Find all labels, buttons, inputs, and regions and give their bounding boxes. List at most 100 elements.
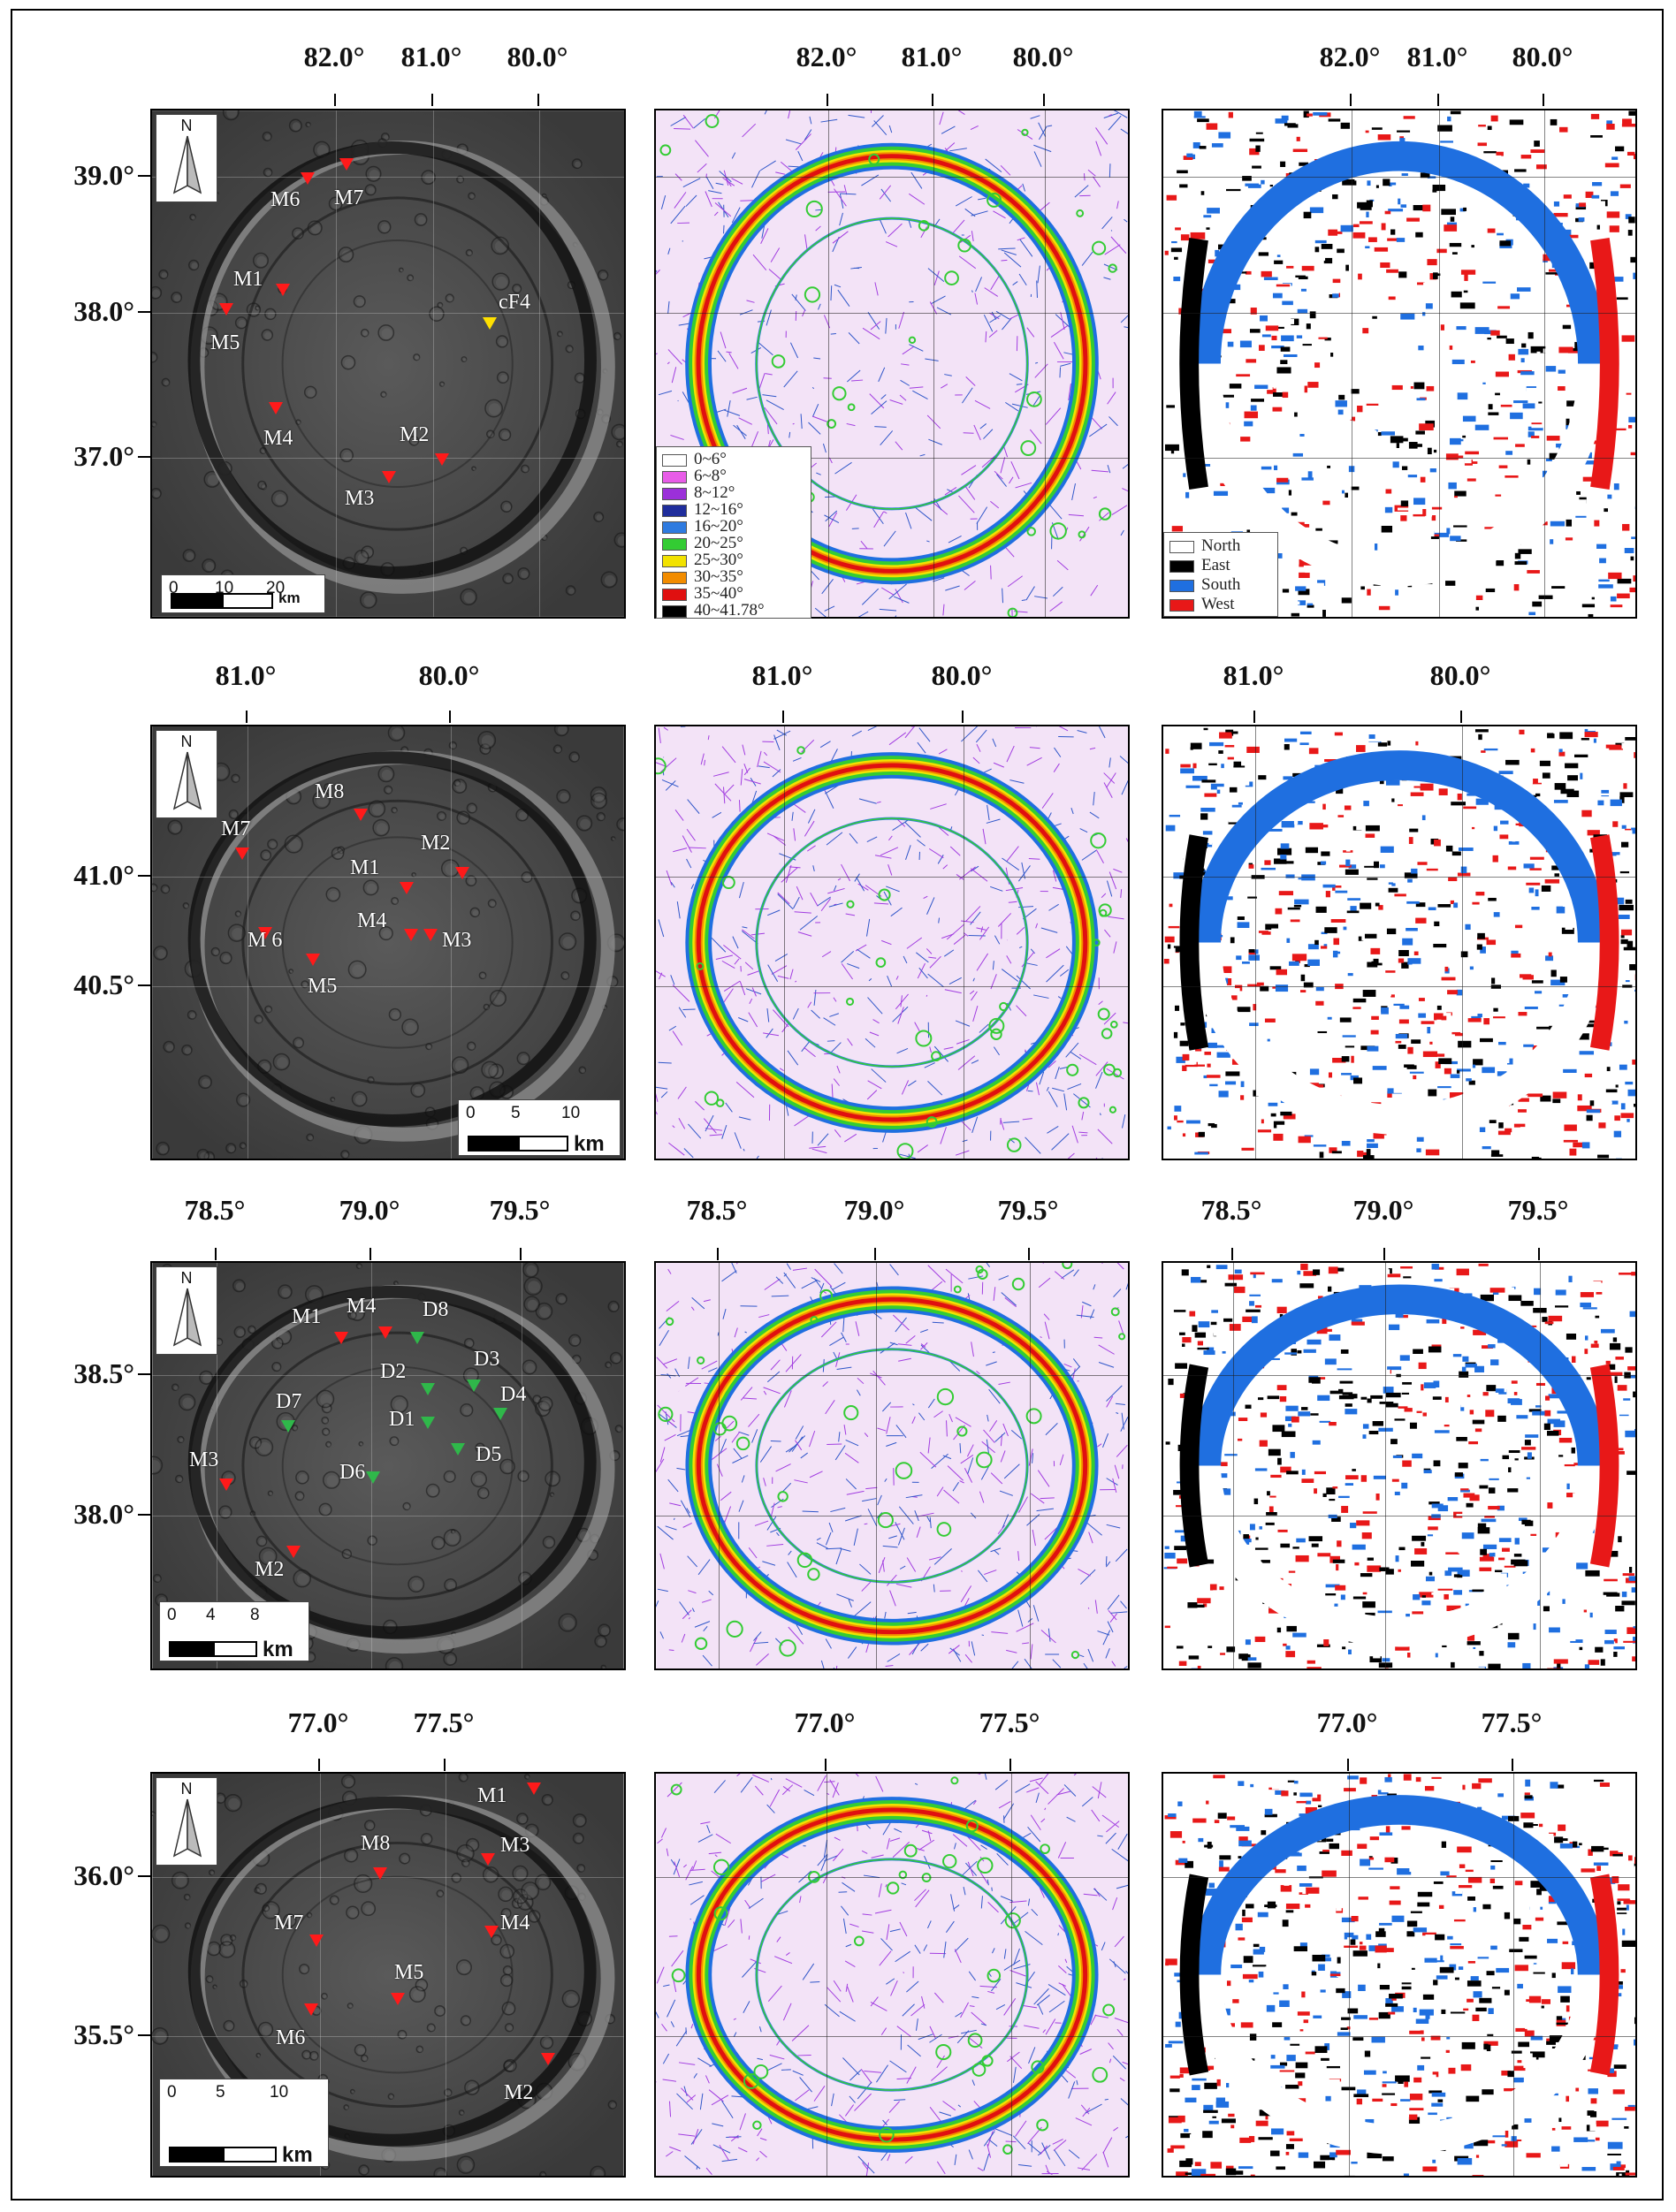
marker-label: D4 — [500, 1383, 527, 1406]
slope-legend: 0~6° 6~8° 8~12° 12~16° 16~20° 20~25° 25~30° 30~… — [656, 446, 811, 620]
longitude-tick — [1253, 711, 1255, 723]
marker-triangle-icon — [410, 1332, 424, 1344]
marker-label: M7 — [334, 186, 364, 209]
aspect-panel-3 — [1162, 1261, 1637, 1670]
marker-label: M8 — [361, 1832, 391, 1855]
slope-swatch — [662, 504, 687, 517]
longitude-tick — [932, 94, 933, 106]
longitude-label: 79.5° — [1507, 1194, 1569, 1226]
grid-line-lon — [433, 110, 434, 617]
slope-legend-item: 40~41.78° — [662, 601, 765, 620]
longitude-label: 81.0° — [1406, 41, 1468, 72]
marker-label: M4 — [500, 1912, 530, 1935]
aspect-map — [1163, 1774, 1635, 2176]
marker-label: M5 — [210, 331, 240, 354]
slope-legend-item: 12~16° — [662, 500, 743, 519]
marker-triangle-icon — [366, 1471, 380, 1484]
aspect-legend-item: South — [1169, 575, 1240, 594]
latitude-label: 38.0° — [73, 295, 134, 327]
longitude-label: 78.5° — [1200, 1194, 1262, 1226]
scale-tick-label: 10 — [561, 1104, 581, 1122]
grid-line-lat — [656, 1877, 1128, 1878]
grid-line-lon — [1540, 1263, 1541, 1669]
latitude-tick — [138, 1514, 150, 1516]
slope-swatch — [662, 453, 687, 467]
marker-label: M4 — [357, 909, 387, 932]
longitude-tick — [1538, 1248, 1540, 1260]
marker-triangle-icon — [423, 929, 438, 941]
scale-tick-label: 0 — [167, 2083, 177, 2102]
grid-line-lat — [152, 986, 624, 987]
grid-line-lat — [1163, 313, 1635, 314]
marker-triangle-icon — [281, 1420, 295, 1433]
marker-triangle-icon — [467, 1380, 481, 1392]
longitude-label: 79.5° — [997, 1194, 1059, 1226]
slope-legend-label: 30~35° — [694, 567, 743, 586]
marker-label: D2 — [380, 1360, 407, 1383]
slope-map — [656, 726, 1128, 1159]
aspect-panel-4 — [1162, 1772, 1637, 2178]
latitude-label: 40.5° — [73, 969, 134, 1000]
marker-triangle-icon — [382, 471, 396, 483]
latitude-tick — [138, 175, 150, 177]
marker-triangle-icon — [451, 1443, 465, 1456]
marker-triangle-icon — [400, 882, 414, 894]
slope-map — [656, 1263, 1128, 1669]
marker-triangle-icon — [541, 2053, 555, 2065]
slope-legend-label: 20~25° — [694, 534, 743, 552]
marker-label: M3 — [442, 929, 472, 952]
longitude-tick — [1460, 711, 1462, 723]
grid-line-lat — [656, 313, 1128, 314]
aspect-panel-2 — [1162, 725, 1637, 1160]
longitude-label: 82.0° — [796, 41, 857, 72]
longitude-tick — [1543, 94, 1544, 106]
grid-line-lat — [656, 877, 1128, 878]
marker-label: M1 — [292, 1305, 322, 1328]
scale-tick-label: 20 — [266, 579, 286, 597]
scale-unit: km — [278, 589, 301, 606]
grid-line-lat — [1163, 2036, 1635, 2037]
aspect-legend-item: East — [1169, 556, 1230, 574]
slope-legend-label: 40~41.78° — [694, 601, 765, 620]
slope-panel-4 — [654, 1772, 1130, 2178]
aspect-map — [1163, 110, 1635, 617]
marker-label: D3 — [474, 1348, 500, 1371]
marker-label: M3 — [189, 1448, 219, 1471]
scale-black-segment — [169, 2147, 223, 2163]
latitude-tick — [138, 311, 150, 313]
longitude-label: 79.0° — [339, 1194, 400, 1226]
marker-label: M6 — [270, 188, 301, 211]
grid-line-lon — [1385, 1263, 1386, 1669]
grid-line-lon — [1439, 110, 1440, 617]
longitude-label: 79.0° — [1352, 1194, 1414, 1226]
latitude-tick — [138, 456, 150, 458]
grid-line-lon — [933, 110, 934, 617]
grid-line-lon — [371, 1263, 372, 1669]
grid-line-lon — [1255, 726, 1256, 1159]
longitude-tick — [449, 711, 451, 723]
grid-line-lon — [539, 110, 540, 617]
longitude-tick — [537, 94, 539, 106]
scale-white-segment — [518, 1136, 568, 1152]
scale-tick-label: 5 — [216, 2083, 225, 2102]
marker-triangle-icon — [219, 303, 233, 315]
longitude-tick — [827, 94, 828, 106]
grid-line-lat — [656, 1375, 1128, 1376]
longitude-label: 81.0° — [1223, 659, 1284, 691]
slope-legend-item: 25~30° — [662, 551, 743, 569]
marker-triangle-icon — [258, 927, 272, 939]
grid-line-lat — [152, 313, 624, 314]
north-label: N — [180, 1269, 193, 1287]
scale-bar: 0 4 8 km — [159, 1601, 309, 1661]
slope-swatch — [662, 521, 687, 534]
marker-label: D5 — [476, 1443, 502, 1466]
grid-line-lat — [656, 177, 1128, 178]
scale-tick-label: 0 — [167, 1606, 177, 1624]
longitude-label: 77.0° — [794, 1707, 856, 1738]
aspect-panel-1 — [1162, 109, 1637, 619]
slope-panel-2 — [654, 725, 1130, 1160]
grid-line-lat — [656, 2036, 1128, 2037]
slope-legend-label: 12~16° — [694, 500, 743, 519]
longitude-tick — [825, 1759, 827, 1771]
marker-label: M6 — [276, 2026, 306, 2049]
